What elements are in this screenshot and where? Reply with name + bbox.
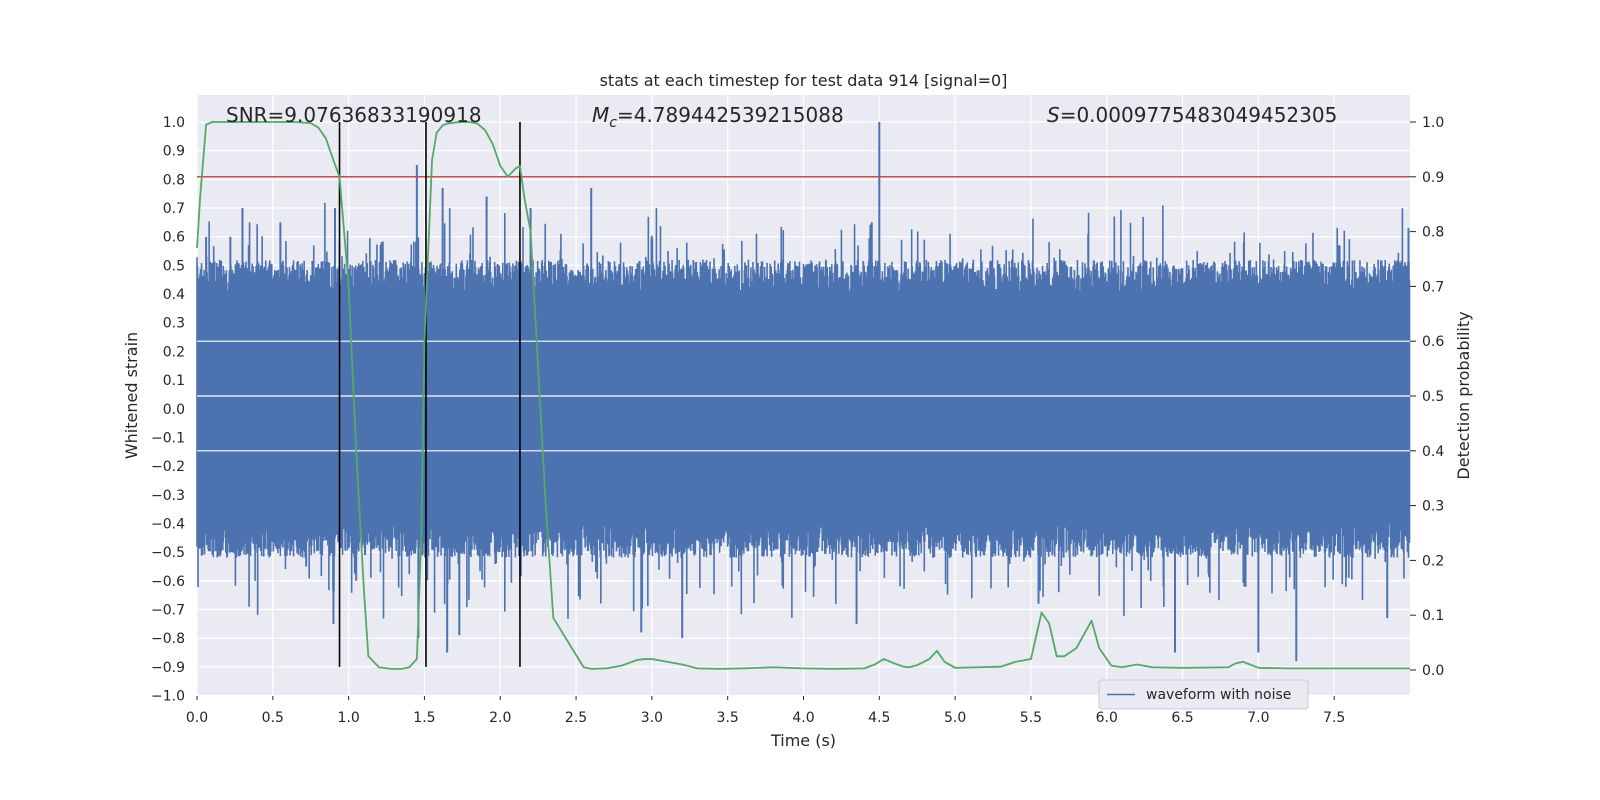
overlay-lines xyxy=(197,122,1410,667)
mc-annotation: Mc=4.789442539215088 xyxy=(592,103,844,131)
x-tick-label: 1.0 xyxy=(337,710,359,726)
x-tick-label: 1.5 xyxy=(413,710,435,726)
x-tick-label: 0.0 xyxy=(186,710,208,726)
waveform-core xyxy=(197,314,1410,503)
y-tick-label: −0.2 xyxy=(151,459,185,475)
x-tick-label: 7.5 xyxy=(1323,710,1345,726)
y-tick-label: 0.3 xyxy=(163,316,185,332)
y-tick-label: −0.4 xyxy=(151,516,185,532)
x-axis-label: Time (s) xyxy=(770,731,836,750)
y-tick-label: −0.7 xyxy=(151,602,185,618)
y2-tick-label: 0.9 xyxy=(1422,170,1444,186)
x-tick-label: 3.5 xyxy=(717,710,739,726)
y2-axis-label: Detection probability xyxy=(1454,311,1473,479)
y-tick-label: −0.6 xyxy=(151,574,185,590)
chart-title: stats at each timestep for test data 914… xyxy=(600,71,1008,90)
x-tick-label: 2.0 xyxy=(489,710,511,726)
mc-subscript: c xyxy=(609,115,617,131)
tick-labels: 0.0 0.5 1.0 1.5 2.0 2.5 3.0 3.5 4.0 4.5 5.0 5.5 6.0 6… xyxy=(151,115,1444,726)
x-tick-label: 4.0 xyxy=(792,710,814,726)
y2-tick-label: 1.0 xyxy=(1422,115,1444,131)
y-axis-label: Whitened strain xyxy=(122,332,141,459)
y2-tick-label: 0.2 xyxy=(1422,553,1444,569)
y-tick-label: −0.1 xyxy=(151,430,185,446)
y-tick-label: −0.8 xyxy=(151,631,185,647)
y-tick-label: 0.4 xyxy=(163,287,185,303)
s-symbol: S xyxy=(1047,103,1060,127)
x-tick-label: 0.5 xyxy=(262,710,284,726)
y-tick-label: 0.9 xyxy=(163,144,185,160)
legend-box xyxy=(1098,679,1309,710)
probability-line xyxy=(196,121,1410,670)
x-tick-label: 3.0 xyxy=(641,710,663,726)
s-value: =0.0009775483049452305 xyxy=(1060,103,1338,127)
x-tick-label: 6.0 xyxy=(1096,710,1118,726)
legend-entry-waveform: waveform with noise xyxy=(1146,687,1291,703)
x-tick-label: 2.5 xyxy=(565,710,587,726)
legend: waveform with noise xyxy=(1098,679,1309,710)
y2-tick-label: 0.7 xyxy=(1422,279,1444,295)
y2-tick-label: 0.4 xyxy=(1422,444,1444,460)
y-tick-label: −0.5 xyxy=(151,545,185,561)
y-tick-label: 0.7 xyxy=(163,201,185,217)
x-tick-label: 6.5 xyxy=(1171,710,1193,726)
probability-series xyxy=(196,121,1410,670)
y2-tick-label: 0.3 xyxy=(1422,499,1444,515)
waveform-series xyxy=(196,122,1411,662)
y2-tick-label: 0.6 xyxy=(1422,334,1444,350)
snr-annotation: SNR=9.07636833190918 xyxy=(226,103,482,127)
y2-tick-label: 0.8 xyxy=(1422,225,1444,241)
y-tick-label: 0.5 xyxy=(163,258,185,274)
y-tick-label: 1.0 xyxy=(163,115,185,131)
x-tick-label: 5.5 xyxy=(1020,710,1042,726)
y2-tick-label: 0.5 xyxy=(1422,389,1444,405)
y-tick-label: −0.3 xyxy=(151,488,185,504)
s-annotation: S=0.0009775483049452305 xyxy=(1047,103,1337,127)
y-tick-label: 0.0 xyxy=(163,402,185,418)
x-tick-label: 5.0 xyxy=(944,710,966,726)
y-tick-label: −1.0 xyxy=(151,689,185,705)
x-tick-label: 7.0 xyxy=(1247,710,1269,726)
mc-symbol: M xyxy=(592,103,609,127)
y-tick-label: −0.9 xyxy=(151,660,185,676)
y-tick-label: 0.8 xyxy=(163,172,185,188)
y-tick-label: 0.1 xyxy=(163,373,185,389)
y2-tick-label: 0.1 xyxy=(1422,608,1444,624)
y2-tick-label: 0.0 xyxy=(1422,663,1444,679)
mc-value: =4.789442539215088 xyxy=(617,103,844,127)
y-tick-label: 0.2 xyxy=(163,344,185,360)
x-tick-label: 4.5 xyxy=(868,710,890,726)
y-tick-label: 0.6 xyxy=(163,230,185,246)
